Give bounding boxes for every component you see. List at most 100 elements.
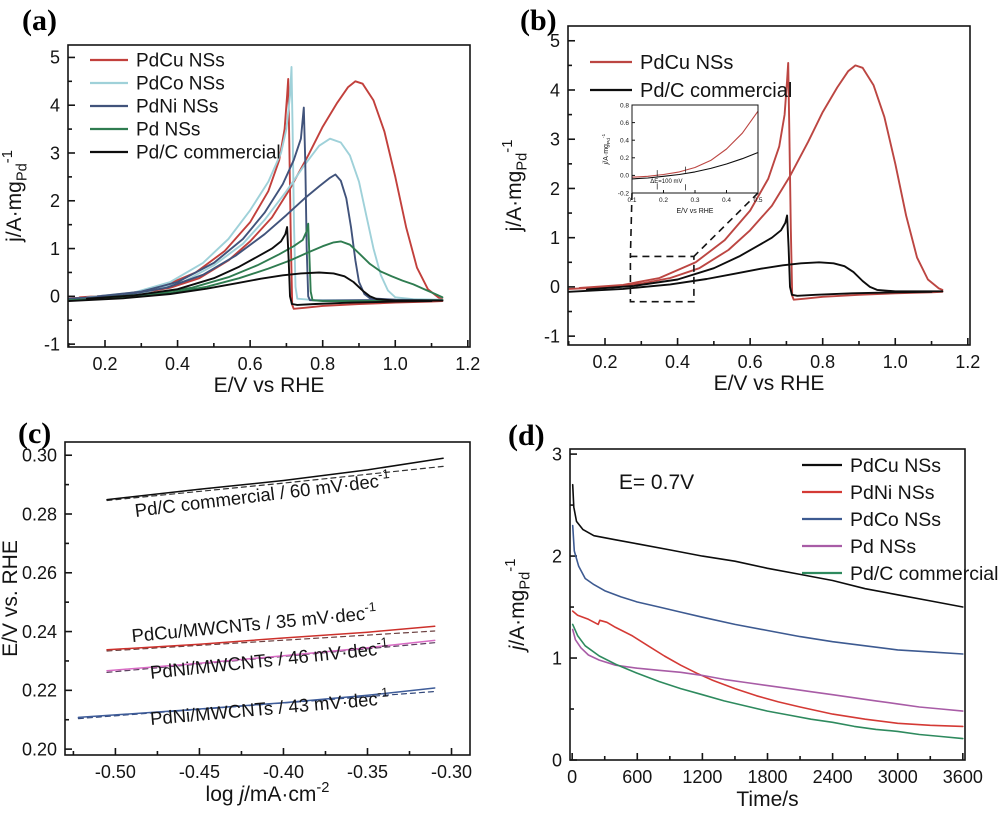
plot-border: [64, 441, 471, 756]
panel-b-chart: 0.2 0.4 0.6 0.8 1.0 1.2 -1 0 1 2 3 4 5 E/V vs RHE j/A·…: [500, 25, 980, 395]
y-tick-label: 5: [550, 31, 560, 51]
x-axis-label: E/V vs RHE: [714, 372, 825, 395]
x-tick-label: 0.4: [165, 354, 190, 374]
series-PdCu-CA: [571, 483, 964, 608]
y-tick-label: 2: [552, 546, 562, 566]
y-tick-label: 0.24: [22, 622, 57, 642]
series-PdC-tafel: [106, 457, 444, 501]
x-tick-label: -0.35: [347, 762, 388, 782]
series-Pd-reverse: [104, 222, 444, 303]
legend-label: PdNi NSs: [136, 97, 218, 118]
plot-border: [569, 448, 966, 761]
x-tick-label: 1.0: [883, 352, 908, 372]
y-axis-label: j/A·mgPd-1: [0, 150, 30, 243]
series-PdC-reverse: [585, 214, 933, 297]
x-tick-label: 0.2: [592, 352, 617, 372]
x-tick-label: 600: [622, 767, 652, 787]
legend: PdCu NSs Pd/C commercial: [590, 52, 792, 102]
series-PdNi46-tafel: [106, 639, 436, 672]
x-tick-label: 0.3: [690, 197, 699, 204]
series-PdCu-reverse: [578, 61, 944, 301]
y-tick-label: 1: [50, 239, 60, 259]
x-tick-label: 0.6: [238, 354, 263, 374]
axes: -0.50 -0.45 -0.40 -0.35 -0.30 0.20 0.22 0.24 0.2…: [22, 446, 472, 782]
series-group: [631, 110, 759, 180]
y-axis-label: j/A·mgPd-1: [503, 559, 533, 654]
x-axis-label: log j/mA·cm-2: [206, 780, 330, 806]
y-tick-label: 3: [552, 444, 562, 464]
x-tick-label: 0.2: [92, 354, 117, 374]
y-tick-label: 0.30: [22, 446, 57, 466]
y-tick-label: 0: [552, 750, 562, 770]
series-PdCu-tafel: [106, 625, 436, 651]
series-PdCo-forward: [67, 137, 444, 301]
x-tick-label: 0.4: [665, 352, 690, 372]
series-Pd-CA: [571, 628, 964, 712]
series-PdCu-reverse: [78, 77, 444, 310]
annotation: PdCu/MWCNTs / 35 mV·dec-1: [130, 599, 377, 646]
legend-label: PdCu NSs: [640, 52, 733, 74]
x-axis-label: E/V vs RHE: [677, 208, 714, 215]
series-PdCu-inset: [631, 110, 759, 178]
panel-a: (a) 0.2 0.4 0.6 0.8 1.0 1.2 -1 0 1 2 3 4 5 E/V vs RHE…: [0, 0, 500, 409]
y-tick-label: 0.20: [22, 739, 57, 759]
shape-line: [629, 192, 633, 257]
y-tick-label: 4: [50, 96, 60, 116]
inset-background: [632, 105, 758, 193]
panel-d-tag: (d): [508, 419, 545, 452]
y-tick-label: 0.0: [620, 173, 629, 180]
series-Pd-forward: [67, 240, 444, 302]
panel-c-chart: -0.50 -0.45 -0.40 -0.35 -0.30 0.20 0.22 0.24 0.2…: [0, 441, 472, 806]
series-PdC-forward: [67, 271, 444, 303]
legend: PdCu NSs PdNi NSs PdCo NSs Pd NSs Pd/C comme…: [802, 455, 998, 585]
y-axis-label: j/A·mgPd-1: [500, 140, 530, 233]
y-axis-label: j/A·mgPd-1: [601, 133, 612, 165]
y-tick-label: -0.2: [618, 190, 630, 197]
axes: 0.2 0.4 0.6 0.8 1.0 1.2 -1 0 1 2 3 4 5: [544, 31, 980, 372]
y-axis-label: E/V vs. RHE: [0, 540, 22, 657]
x-tick-label: 1.2: [955, 352, 980, 372]
legend-label: PdNi NSs: [850, 482, 935, 504]
y-tick-label: 1: [552, 648, 562, 668]
y-tick-label: 0.2: [620, 155, 629, 162]
series-PdCu-forward: [67, 80, 444, 301]
y-tick-label: 0.28: [22, 504, 57, 524]
legend-label: PdCo NSs: [136, 74, 225, 95]
x-tick-label: 2400: [813, 767, 853, 787]
panel-b-tag: (b): [520, 4, 557, 37]
x-tick-label: 1.0: [383, 354, 408, 374]
plot-border: [567, 25, 971, 346]
y-tick-label: 2: [50, 191, 60, 211]
panel-c: (c) -0.50 -0.45 -0.40 -0.35 -0.30 0.20 0.22 0.2…: [0, 409, 500, 818]
plot-border: [631, 104, 759, 194]
panel-b: (b) 0.2 0.4 0.6 0.8 1.0 1.2 -1 0 1 2 3 4 5 E/V vs RHE…: [500, 0, 1000, 409]
panel-d: (d) 0 600 1200 1800 2400 3000 3600 0 1 2 3 Time/s j/…: [500, 409, 1000, 818]
series-PdNi43-tafel: [77, 687, 436, 719]
legend-label: Pd/C commercial: [640, 80, 792, 102]
y-tick-label: 0.26: [22, 563, 57, 583]
plot-border: [67, 44, 471, 348]
x-tick-label: 1800: [747, 767, 787, 787]
panel-a-tag: (a): [22, 4, 57, 37]
y-tick-label: 1: [550, 228, 560, 248]
series-PdCu-fit: [106, 630, 436, 652]
x-tick-label: 0: [567, 767, 577, 787]
x-tick-label: 0.4: [722, 197, 731, 204]
series-group: [567, 61, 944, 301]
legend-label: PdCo NSs: [850, 509, 941, 531]
annotation: E= 0.7V: [619, 471, 694, 494]
y-tick-label: 0.22: [22, 681, 57, 701]
series-group: [77, 457, 444, 720]
legend-label: Pd NSs: [136, 120, 200, 141]
y-tick-label: 0: [550, 277, 560, 297]
x-tick-label: -0.40: [263, 762, 304, 782]
legend-label: PdCu NSs: [850, 455, 941, 477]
series-PdCo-CA: [571, 524, 964, 655]
y-tick-label: 0: [50, 287, 60, 307]
annotation: PdNi/MWCNTs / 43 mV·dec-1: [149, 684, 390, 729]
series-PdC-reverse: [85, 226, 433, 306]
series-PdC-inset: [631, 151, 759, 180]
annotation: ΔE=100 mV: [650, 179, 682, 185]
